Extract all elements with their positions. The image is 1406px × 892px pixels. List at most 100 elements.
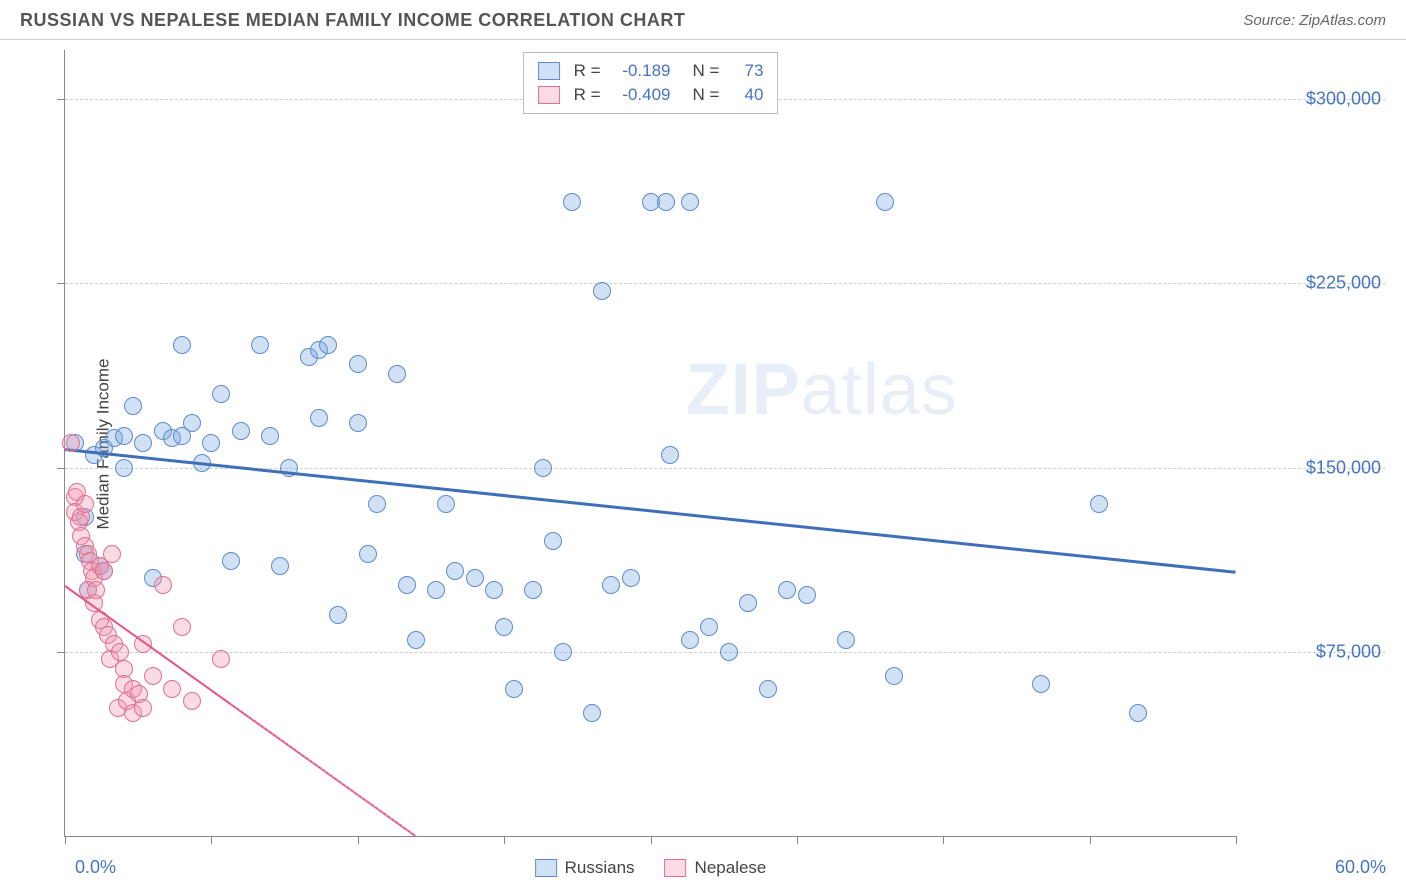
- data-point: [544, 532, 562, 550]
- n-label: N =: [693, 61, 720, 81]
- data-point: [111, 643, 129, 661]
- data-point: [622, 569, 640, 587]
- x-axis-min-label: 0.0%: [75, 857, 116, 878]
- data-point: [232, 422, 250, 440]
- y-tick: [57, 99, 65, 100]
- y-tick-label: $225,000: [1241, 273, 1381, 294]
- data-point: [173, 618, 191, 636]
- r-label: R =: [574, 61, 601, 81]
- legend-swatch: [535, 859, 557, 877]
- data-point: [554, 643, 572, 661]
- chart-header: RUSSIAN VS NEPALESE MEDIAN FAMILY INCOME…: [0, 0, 1406, 40]
- data-point: [319, 336, 337, 354]
- y-tick: [57, 468, 65, 469]
- data-point: [876, 193, 894, 211]
- x-tick: [358, 836, 359, 844]
- x-tick: [504, 836, 505, 844]
- legend-item: Nepalese: [665, 858, 767, 878]
- y-tick-label: $300,000: [1241, 89, 1381, 110]
- data-point: [115, 459, 133, 477]
- data-point: [485, 581, 503, 599]
- data-point: [759, 680, 777, 698]
- data-point: [359, 545, 377, 563]
- data-point: [563, 193, 581, 211]
- legend-swatch: [665, 859, 687, 877]
- data-point: [222, 552, 240, 570]
- r-value: -0.189: [611, 61, 671, 81]
- data-point: [349, 355, 367, 373]
- data-point: [657, 193, 675, 211]
- data-point: [1129, 704, 1147, 722]
- data-point: [251, 336, 269, 354]
- data-point: [885, 667, 903, 685]
- data-point: [661, 446, 679, 464]
- data-point: [124, 397, 142, 415]
- data-point: [134, 699, 152, 717]
- x-tick: [651, 836, 652, 844]
- data-point: [76, 495, 94, 513]
- y-tick-label: $150,000: [1241, 457, 1381, 478]
- x-tick: [1236, 836, 1237, 844]
- r-label: R =: [574, 85, 601, 105]
- data-point: [798, 586, 816, 604]
- r-value: -0.409: [611, 85, 671, 105]
- watermark-atlas: atlas: [801, 350, 958, 430]
- data-point: [739, 594, 757, 612]
- chart-area: Median Family Income ZIPatlas R =-0.189N…: [50, 50, 1386, 837]
- data-point: [720, 643, 738, 661]
- gridline: [65, 283, 1386, 284]
- x-tick: [797, 836, 798, 844]
- y-tick: [57, 652, 65, 653]
- plot-region: ZIPatlas R =-0.189N =73R =-0.409N =40 Ru…: [64, 50, 1236, 837]
- data-point: [368, 495, 386, 513]
- legend-item: Russians: [535, 858, 635, 878]
- data-point: [524, 581, 542, 599]
- x-tick: [1090, 836, 1091, 844]
- y-tick-label: $75,000: [1241, 641, 1381, 662]
- data-point: [837, 631, 855, 649]
- data-point: [103, 545, 121, 563]
- n-value: 73: [729, 61, 763, 81]
- x-tick: [65, 836, 66, 844]
- legend-label: Russians: [565, 858, 635, 878]
- correlation-legend: R =-0.189N =73R =-0.409N =40: [523, 52, 779, 114]
- watermark-zip: ZIP: [686, 350, 801, 430]
- data-point: [446, 562, 464, 580]
- data-point: [681, 193, 699, 211]
- x-tick: [211, 836, 212, 844]
- data-point: [681, 631, 699, 649]
- legend-row: R =-0.409N =40: [538, 83, 764, 107]
- data-point: [778, 581, 796, 599]
- data-point: [388, 365, 406, 383]
- data-point: [134, 434, 152, 452]
- data-point: [310, 409, 328, 427]
- data-point: [261, 427, 279, 445]
- data-point: [329, 606, 347, 624]
- data-point: [602, 576, 620, 594]
- legend-label: Nepalese: [695, 858, 767, 878]
- n-label: N =: [693, 85, 720, 105]
- data-point: [115, 427, 133, 445]
- data-point: [271, 557, 289, 575]
- x-axis-max-label: 60.0%: [1335, 857, 1386, 878]
- data-point: [154, 576, 172, 594]
- data-point: [700, 618, 718, 636]
- data-point: [87, 581, 105, 599]
- data-point: [505, 680, 523, 698]
- source-prefix: Source:: [1243, 12, 1299, 29]
- x-tick: [943, 836, 944, 844]
- data-point: [398, 576, 416, 594]
- series-legend: Russians Nepalese: [535, 858, 767, 878]
- legend-row: R = -0.189 N = 73: [538, 59, 764, 83]
- data-point: [183, 692, 201, 710]
- data-point: [95, 562, 113, 580]
- data-point: [427, 581, 445, 599]
- data-point: [202, 434, 220, 452]
- legend-swatch: [538, 62, 560, 80]
- data-point: [183, 414, 201, 432]
- data-point: [437, 495, 455, 513]
- source-name: ZipAtlas.com: [1299, 12, 1386, 29]
- data-point: [534, 459, 552, 477]
- chart-title: RUSSIAN VS NEPALESE MEDIAN FAMILY INCOME…: [20, 10, 685, 31]
- data-point: [583, 704, 601, 722]
